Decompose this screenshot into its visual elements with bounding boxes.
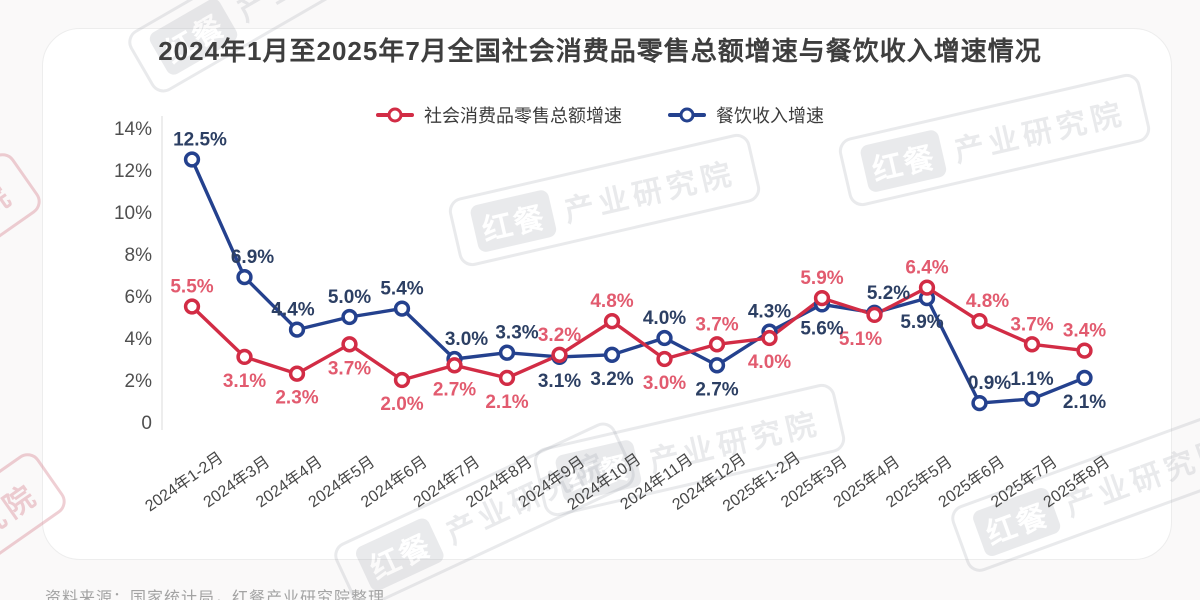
series-line bbox=[190, 285, 1087, 382]
data-point bbox=[1076, 342, 1093, 359]
data-label: 5.0% bbox=[328, 287, 371, 308]
legend-label-retail: 社会消费品零售总额增速 bbox=[424, 106, 622, 126]
data-label: 5.9% bbox=[900, 312, 943, 333]
y-tick-label: 4% bbox=[125, 329, 153, 350]
data-point bbox=[498, 369, 516, 387]
data-point bbox=[708, 336, 726, 353]
data-point bbox=[603, 346, 621, 363]
data-label: 3.1% bbox=[223, 371, 266, 392]
data-point bbox=[1023, 390, 1041, 408]
data-point bbox=[866, 306, 883, 324]
y-tick-label: 0 bbox=[141, 413, 152, 434]
data-point bbox=[971, 313, 988, 330]
data-point bbox=[1023, 336, 1041, 353]
data-label: 3.0% bbox=[445, 329, 488, 350]
legend-label-catering: 餐饮收入增速 bbox=[716, 106, 824, 126]
data-point bbox=[341, 308, 358, 326]
series-line bbox=[190, 157, 1087, 405]
data-point bbox=[498, 344, 516, 361]
legend-item-catering: 餐饮收入增速 bbox=[668, 102, 824, 128]
data-label: 5.2% bbox=[867, 283, 910, 304]
data-point bbox=[288, 365, 306, 382]
data-label: 3.7% bbox=[1010, 314, 1053, 335]
data-label: 3.2% bbox=[538, 325, 581, 346]
data-label: 3.0% bbox=[643, 373, 686, 394]
data-point bbox=[446, 357, 463, 374]
data-label: 2.7% bbox=[695, 379, 738, 400]
data-label: 0.9% bbox=[968, 373, 1011, 394]
data-label: 5.5% bbox=[170, 277, 213, 298]
data-label: 4.8% bbox=[966, 291, 1009, 312]
data-point bbox=[971, 394, 988, 412]
data-point bbox=[393, 300, 411, 317]
data-point bbox=[656, 350, 673, 368]
data-label: 5.9% bbox=[800, 268, 843, 289]
data-label: 1.1% bbox=[1010, 369, 1053, 390]
y-tick-label: 10% bbox=[114, 203, 152, 224]
data-point bbox=[341, 336, 358, 353]
data-label: 2.1% bbox=[1063, 392, 1106, 413]
data-label: 2.3% bbox=[275, 388, 318, 409]
data-point bbox=[708, 357, 726, 374]
data-label: 3.7% bbox=[695, 314, 738, 335]
data-label: 2.0% bbox=[380, 394, 423, 415]
data-label: 4.3% bbox=[748, 302, 791, 323]
data-label: 3.7% bbox=[328, 358, 371, 379]
data-label: 4.8% bbox=[590, 291, 633, 312]
data-point bbox=[761, 329, 778, 347]
y-tick-label: 2% bbox=[125, 371, 153, 392]
data-point bbox=[236, 268, 253, 286]
data-label: 5.4% bbox=[380, 279, 423, 300]
catering-series-marker-icon bbox=[668, 107, 706, 123]
data-label: 3.2% bbox=[590, 369, 633, 390]
data-label: 12.5% bbox=[173, 130, 227, 151]
data-label: 3.4% bbox=[1063, 321, 1106, 342]
data-label: 6.4% bbox=[905, 258, 948, 279]
y-tick-label: 6% bbox=[125, 287, 153, 308]
data-point bbox=[183, 298, 201, 315]
data-point bbox=[603, 313, 621, 330]
retail-series-marker-icon bbox=[376, 107, 414, 123]
data-label: 3.3% bbox=[495, 323, 538, 344]
chart-card bbox=[42, 28, 1172, 560]
data-point bbox=[813, 289, 831, 307]
data-label: 3.1% bbox=[538, 371, 581, 392]
data-label: 4.4% bbox=[271, 300, 314, 321]
data-label: 2.1% bbox=[485, 392, 528, 413]
data-label: 4.0% bbox=[643, 308, 686, 329]
data-point bbox=[1076, 369, 1093, 387]
data-label: 5.6% bbox=[800, 318, 843, 339]
data-point bbox=[288, 321, 306, 338]
y-tick-label: 12% bbox=[114, 161, 152, 182]
page-title: 2024年1月至2025年7月全国社会消费品零售总额增速与餐饮收入增速情况 bbox=[158, 36, 1042, 66]
data-point bbox=[393, 371, 411, 389]
data-label: 6.9% bbox=[231, 247, 274, 268]
data-point bbox=[656, 329, 673, 347]
chart-legend: 社会消费品零售总额增速 餐饮收入增速 bbox=[0, 102, 1200, 128]
data-point bbox=[918, 279, 936, 296]
legend-item-retail: 社会消费品零售总额增速 bbox=[376, 102, 622, 128]
y-tick-label: 8% bbox=[125, 245, 153, 266]
data-point bbox=[183, 151, 201, 168]
data-label: 5.1% bbox=[839, 329, 882, 350]
data-point bbox=[236, 348, 253, 366]
y-tick-label: 14% bbox=[114, 119, 152, 140]
data-label: 4.0% bbox=[748, 352, 791, 373]
source-note: 资料来源：国家统计局，红餐产业研究院整理 bbox=[45, 590, 386, 600]
data-label: 2.7% bbox=[433, 379, 476, 400]
data-point bbox=[551, 346, 568, 363]
